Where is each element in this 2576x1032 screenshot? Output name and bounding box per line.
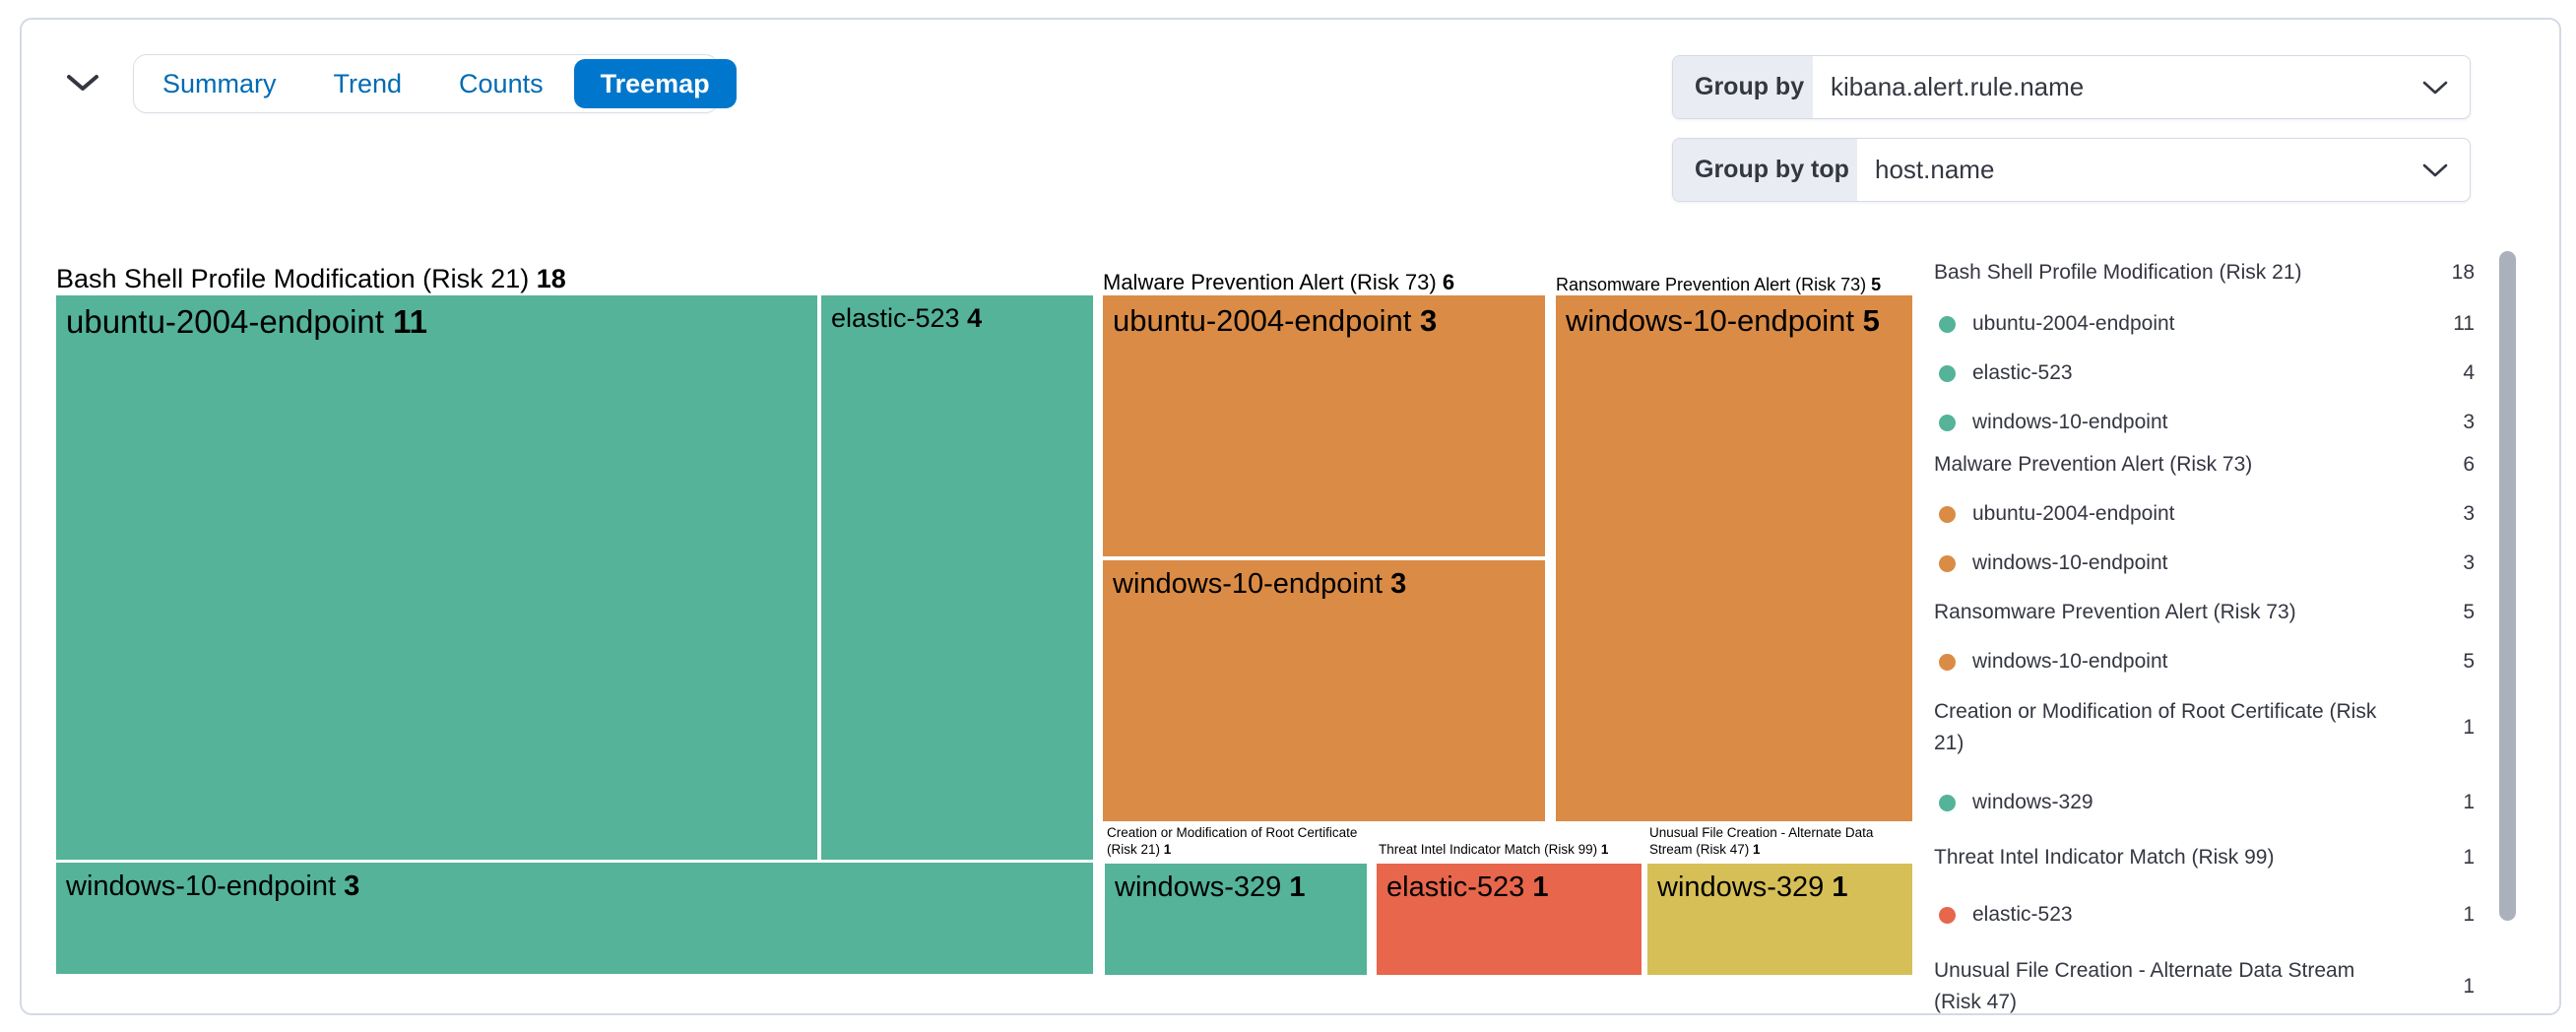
treemap-cell-rootcert-windows329[interactable]: windows-329 1 [1105, 864, 1367, 975]
group-by-select[interactable]: Group by kibana.alert.rule.name [1672, 55, 2471, 119]
legend-title-unusual-file[interactable]: Unusual File Creation - Alternate Data S… [1934, 959, 2475, 1013]
legend-title-bash[interactable]: Bash Shell Profile Modification (Risk 21… [1934, 261, 2475, 284]
legend-item[interactable]: ubuntu-2004-endpoint 11 [1934, 306, 2475, 342]
tab-counts[interactable]: Counts [432, 59, 570, 108]
legend-dot [1939, 505, 1956, 523]
chevron-down-icon [2422, 139, 2470, 201]
legend-dot [1939, 315, 1956, 333]
group-by-label: Group by [1673, 56, 1813, 118]
treemap-cell-bash-elastic[interactable]: elastic-523 4 [821, 295, 1093, 860]
treemap-cell-bash-windows10[interactable]: windows-10-endpoint 3 [56, 863, 1093, 974]
treemap-cell-malware-windows10[interactable]: windows-10-endpoint 3 [1103, 560, 1545, 821]
treemap-cell-malware-ubuntu[interactable]: ubuntu-2004-endpoint 3 [1103, 295, 1545, 556]
treemap-cell-unusualfile-windows329[interactable]: windows-329 1 [1647, 864, 1912, 975]
legend-item[interactable]: windows-10-endpoint 5 [1934, 644, 2475, 679]
tab-trend[interactable]: Trend [307, 59, 429, 108]
legend-item[interactable]: ubuntu-2004-endpoint 3 [1934, 496, 2475, 532]
treemap-cell-ransomware-windows10[interactable]: windows-10-endpoint 5 [1556, 295, 1912, 821]
legend-item[interactable]: elastic-523 1 [1934, 897, 2475, 933]
legend-item[interactable]: windows-329 1 [1934, 785, 2475, 820]
chevron-down-icon [66, 73, 99, 93]
treemap-group-header-root-certificate: Creation or Modification of Root Certifi… [1107, 825, 1358, 857]
legend-item[interactable]: elastic-523 4 [1934, 355, 2475, 391]
legend-dot [1939, 364, 1956, 382]
treemap-cell-bash-ubuntu[interactable]: ubuntu-2004-endpoint 11 [56, 295, 817, 860]
group-by-top-select[interactable]: Group by top host.name [1672, 138, 2471, 202]
group-by-top-value: host.name [1875, 155, 1995, 184]
legend-title-ransomware[interactable]: Ransomware Prevention Alert (Risk 73) 5 [1934, 601, 2475, 623]
chevron-down-icon [2422, 56, 2470, 118]
treemap-cell-threatintel-elastic[interactable]: elastic-523 1 [1377, 864, 1642, 975]
treemap-group-header-bash: Bash Shell Profile Modification (Risk 21… [56, 264, 566, 293]
legend-title-root-certificate[interactable]: Creation or Modification of Root Certifi… [1934, 700, 2475, 754]
group-by-value: kibana.alert.rule.name [1831, 72, 2085, 101]
legend-item[interactable]: windows-10-endpoint 3 [1934, 405, 2475, 440]
legend-dot [1939, 794, 1956, 811]
group-by-top-label: Group by top [1673, 139, 1857, 201]
tab-treemap[interactable]: Treemap [573, 59, 737, 108]
legend-scrollbar-thumb[interactable] [2499, 251, 2516, 921]
legend-dot [1939, 906, 1956, 924]
tab-summary[interactable]: Summary [136, 59, 303, 108]
view-tab-group: Summary Trend Counts Treemap [133, 54, 737, 113]
treemap-group-header-threat-intel: Threat Intel Indicator Match (Risk 99) 1 [1379, 842, 1609, 857]
legend-dot [1939, 653, 1956, 671]
collapse-panel-button[interactable] [61, 63, 104, 102]
treemap-group-header-unusual-file: Unusual File Creation - Alternate Data S… [1649, 825, 1874, 857]
legend-dot [1939, 414, 1956, 431]
treemap-group-header-ransomware: Ransomware Prevention Alert (Risk 73) 5 [1556, 275, 1882, 294]
legend-dot [1939, 554, 1956, 572]
legend-title-malware[interactable]: Malware Prevention Alert (Risk 73) 6 [1934, 453, 2475, 476]
legend-item[interactable]: windows-10-endpoint 3 [1934, 546, 2475, 581]
treemap-group-header-malware: Malware Prevention Alert (Risk 73) 6 [1103, 270, 1455, 294]
legend-title-threat-intel[interactable]: Threat Intel Indicator Match (Risk 99) 1 [1934, 846, 2475, 869]
